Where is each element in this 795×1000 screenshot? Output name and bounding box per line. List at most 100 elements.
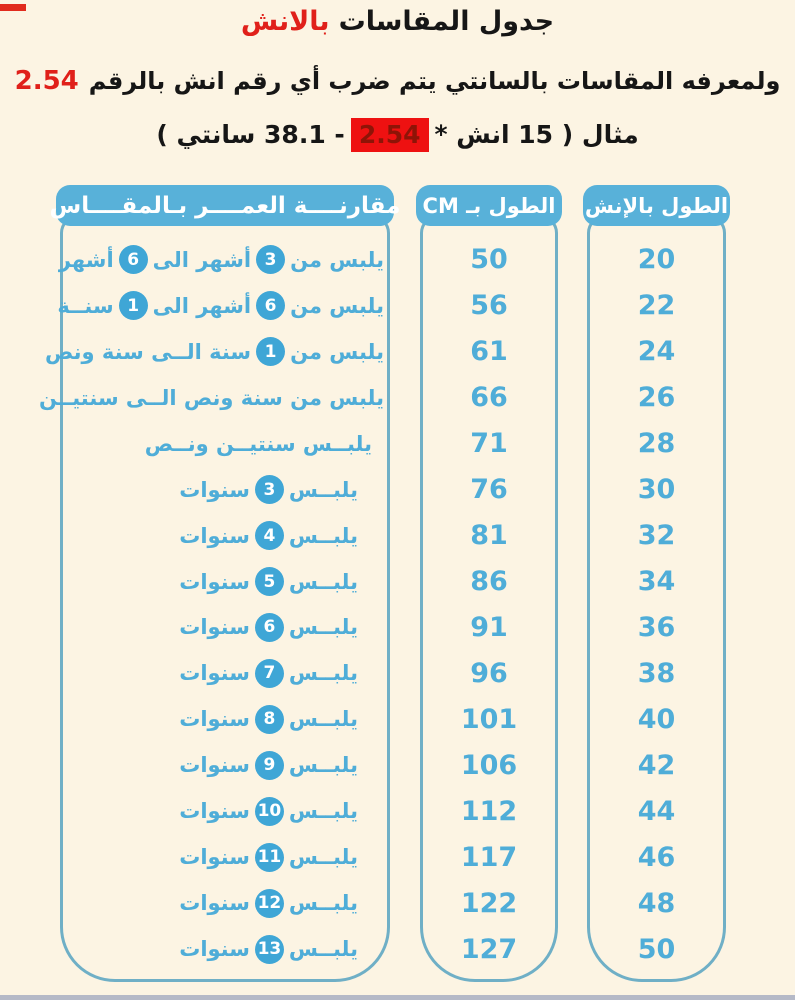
- size-value: 50: [637, 933, 676, 965]
- size-value: 28: [637, 428, 676, 460]
- age-number-badge: 5: [254, 567, 284, 597]
- age-text: سنوات: [179, 477, 250, 502]
- age-number-badge: 3: [256, 245, 286, 275]
- age-text: أشهر: [58, 247, 114, 272]
- size-value: 38: [637, 657, 676, 689]
- age-number-badge: 6: [254, 612, 284, 642]
- size-value: 71: [470, 428, 508, 460]
- age-text: سنوات: [179, 891, 250, 916]
- age-text: سنوات: [179, 845, 250, 870]
- age-row: يلبــس 12 سنوات: [62, 880, 388, 926]
- size-value: 46: [637, 841, 676, 873]
- page-title: جدول المقاسات بالانش: [0, 6, 795, 37]
- age-row: يلبس من 1 سنة الــى سنة ونص: [45, 329, 388, 375]
- size-value: 30: [637, 474, 676, 506]
- page-title-main: جدول المقاسات: [338, 6, 555, 37]
- inch-values: 20 22 24 26 28 30 32 34 36 38 40 42 44 46 48 50: [589, 237, 724, 972]
- age-number-badge: 6: [256, 291, 286, 321]
- age-text: سنوات: [179, 615, 250, 640]
- size-value: 56: [470, 290, 508, 322]
- age-text: يلبــس سنتيــن ونــص: [144, 431, 372, 456]
- age-text: يلبس من: [290, 293, 384, 318]
- example-highlight-value: 2.54: [350, 118, 429, 152]
- age-text: يلبس من سنة ونص الــى سنتيــن: [38, 385, 384, 410]
- age-number-badge: 1: [256, 337, 286, 367]
- column-length-cm: الطول بـ CM 50 56 61 66 71 76 81 86 91 96 101 106 11…: [416, 185, 562, 982]
- age-row: يلبــس 9 سنوات: [62, 742, 388, 788]
- age-row: يلبس من سنة ونص الــى سنتيــن: [39, 375, 388, 421]
- age-row: يلبــس 5 سنوات: [62, 559, 388, 605]
- size-value: 36: [637, 611, 676, 643]
- age-number-badge: 11: [254, 842, 284, 872]
- conversion-note: ولمعرفه المقاسات بالسانتي يتم ضرب أي رقم…: [0, 66, 795, 96]
- column-length-inch: الطول بالإنش 20 22 24 26 28 30 32 34 36 38 40 42 44 4…: [583, 185, 730, 982]
- age-text: يلبــس: [288, 799, 358, 824]
- size-value: 48: [637, 887, 676, 919]
- size-value: 112: [460, 795, 518, 827]
- age-text: يلبس من: [290, 339, 384, 364]
- page-title-accent: بالانش: [240, 6, 330, 37]
- size-value: 86: [470, 566, 508, 598]
- age-number-badge: 3: [254, 475, 284, 505]
- bottom-strip: [0, 995, 795, 1000]
- age-text: سنــة: [57, 293, 114, 318]
- age-rows: يلبس من 3 أشهر الى 6 أشهر يلبس من 6 أشهر الى 1 سن…: [39, 237, 388, 972]
- size-value: 26: [637, 382, 676, 414]
- size-value: 50: [470, 244, 508, 276]
- size-value: 32: [637, 520, 676, 552]
- age-number-badge: 8: [254, 704, 284, 734]
- size-value: 106: [460, 749, 518, 781]
- age-text: سنوات: [179, 937, 250, 962]
- size-value: 44: [637, 795, 676, 827]
- age-number-badge: 4: [254, 521, 284, 551]
- size-value: 127: [460, 933, 518, 965]
- size-value: 61: [470, 336, 508, 368]
- size-value: 66: [470, 382, 508, 414]
- cm-column-header: الطول بـ CM: [416, 185, 562, 226]
- age-row: يلبــس 7 سنوات: [62, 650, 388, 696]
- age-text: يلبس من: [290, 247, 384, 272]
- example-before-text: مثال ( 15 انش *: [434, 120, 639, 150]
- age-row: يلبــس 6 سنوات: [62, 605, 388, 651]
- conversion-factor-value: 2.54: [14, 66, 79, 96]
- size-value: 81: [470, 520, 508, 552]
- age-number-badge: 10: [254, 796, 284, 826]
- conversion-example: مثال ( 15 انش * 2.54 - 38.1 سانتي ): [0, 118, 795, 152]
- age-text: أشهر الى: [152, 293, 252, 318]
- age-text: سنوات: [179, 661, 250, 686]
- age-text: سنوات: [179, 569, 250, 594]
- inch-column-header: الطول بالإنش: [583, 185, 730, 226]
- age-row: يلبس من 3 أشهر الى 6 أشهر: [58, 237, 388, 283]
- size-value: 40: [637, 703, 676, 735]
- conversion-note-text: ولمعرفه المقاسات بالسانتي يتم ضرب أي رقم…: [88, 67, 781, 95]
- age-number-badge: 1: [118, 291, 148, 321]
- size-value: 96: [470, 657, 508, 689]
- age-text: يلبــس: [288, 477, 358, 502]
- age-row: يلبــس 13 سنوات: [62, 926, 388, 972]
- age-number-badge: 13: [254, 934, 284, 964]
- red-dash-artifact: [0, 4, 26, 11]
- age-text: سنة الــى سنة ونص: [44, 339, 252, 364]
- size-value: 91: [470, 611, 508, 643]
- age-text: أشهر الى: [152, 247, 252, 272]
- age-row: يلبــس سنتيــن ونــص: [62, 421, 388, 467]
- age-row: يلبــس 8 سنوات: [62, 696, 388, 742]
- size-value: 24: [637, 336, 676, 368]
- size-value: 101: [460, 703, 518, 735]
- age-column-header: مقارنــــة العمــــر بـالمقــــاس: [50, 185, 400, 226]
- age-text: يلبــس: [288, 615, 358, 640]
- age-row: يلبــس 4 سنوات: [62, 513, 388, 559]
- age-row: يلبس من 6 أشهر الى 1 سنــة: [57, 283, 388, 329]
- age-text: سنوات: [179, 799, 250, 824]
- column-age-comparison: مقارنــــة العمــــر بـالمقــــاس يلبس م…: [39, 185, 400, 982]
- age-number-badge: 7: [254, 658, 284, 688]
- age-number-badge: 12: [254, 888, 284, 918]
- age-text: يلبــس: [288, 937, 358, 962]
- size-value: 42: [637, 749, 676, 781]
- size-value: 76: [470, 474, 508, 506]
- age-text: سنوات: [179, 523, 250, 548]
- size-value: 122: [460, 887, 518, 919]
- age-text: سنوات: [179, 707, 250, 732]
- cm-values: 50 56 61 66 71 76 81 86 91 96 101 106 112 117 122 127: [422, 237, 556, 972]
